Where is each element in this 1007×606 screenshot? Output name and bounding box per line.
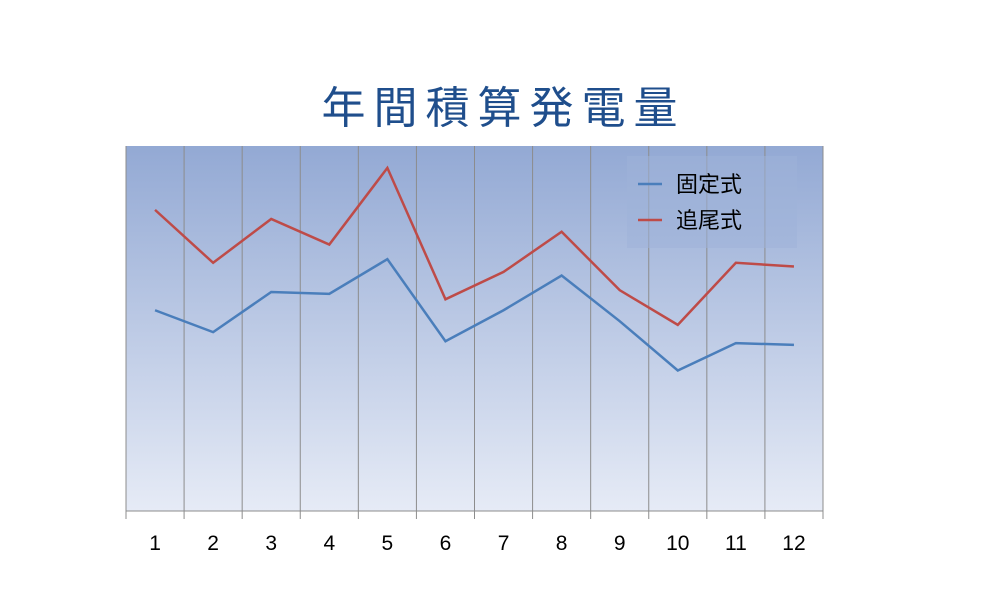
x-tick-label: 10 (666, 532, 689, 555)
chart-title: 年間積算発電量 (321, 83, 686, 134)
x-tick-label: 11 (725, 532, 747, 555)
x-tick-label: 8 (556, 532, 568, 555)
x-tick-label: 1 (149, 532, 161, 555)
x-tick-label: 9 (614, 532, 626, 555)
x-tick-label: 3 (265, 532, 277, 555)
x-tick-label: 5 (382, 532, 394, 555)
legend-box (627, 156, 797, 248)
x-tick-label: 2 (207, 532, 219, 555)
series-line-2 (154, 165, 795, 327)
x-tick-label: 7 (498, 532, 510, 555)
x-tick-label: 6 (440, 532, 452, 555)
series-line-1 (154, 257, 794, 372)
legend-label: 追尾式 (676, 209, 742, 234)
x-tick-label: 4 (323, 532, 335, 555)
x-tick-label: 12 (782, 532, 805, 555)
legend-label: 固定式 (676, 173, 742, 198)
